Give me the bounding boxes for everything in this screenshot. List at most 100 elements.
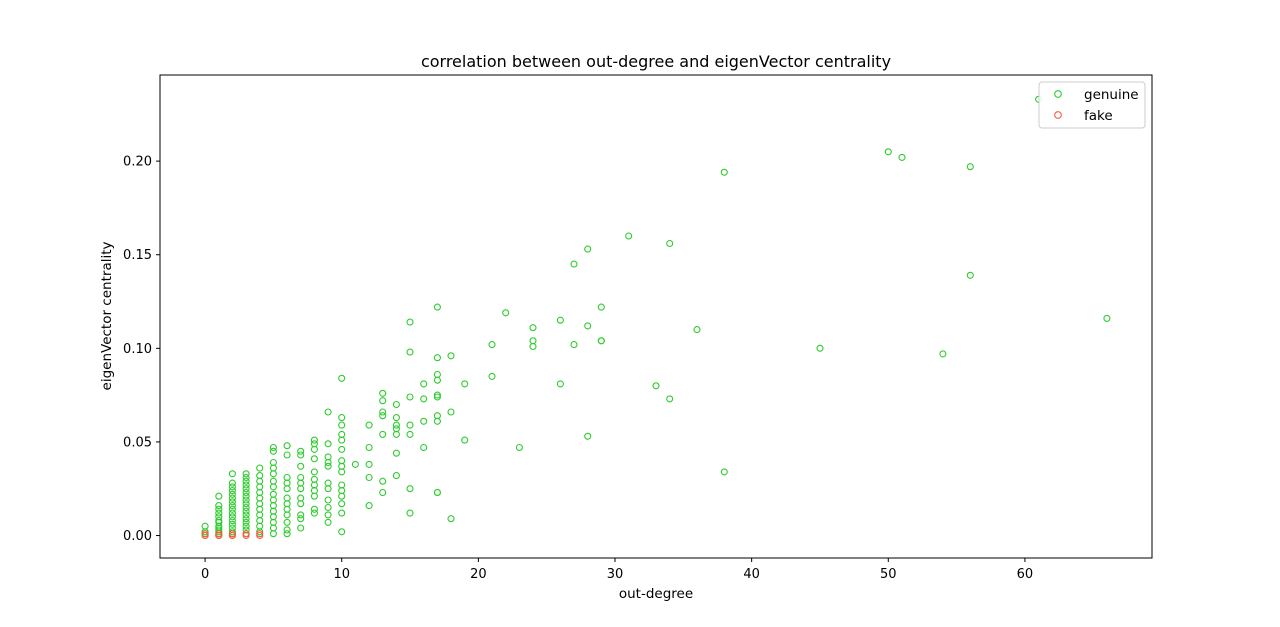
y-tick-label: 0.10 (123, 342, 152, 357)
data-point-genuine (351, 460, 359, 468)
data-point-genuine (365, 473, 373, 482)
data-point-genuine (447, 515, 455, 523)
data-point-genuine (215, 528, 223, 536)
data-point-genuine (406, 485, 414, 493)
data-point-genuine (392, 421, 400, 429)
data-point-genuine (310, 492, 318, 500)
data-point-genuine (597, 337, 605, 345)
y-tick-label: 0.20 (123, 155, 152, 170)
data-point-genuine (420, 395, 428, 403)
data-point-genuine (297, 524, 305, 532)
data-point-genuine (215, 492, 223, 500)
data-point-genuine (652, 382, 660, 390)
x-tick-label: 20 (470, 567, 487, 582)
data-point-genuine (269, 483, 277, 491)
plot-frame (159, 74, 1153, 559)
data-point-genuine (283, 530, 291, 538)
data-point-genuine (228, 490, 236, 498)
data-point-genuine (324, 518, 332, 526)
data-point-genuine (433, 354, 441, 362)
data-point-genuine (338, 414, 346, 422)
data-point-genuine (584, 322, 592, 330)
data-point-genuine (406, 393, 414, 401)
data-point-genuine (515, 443, 523, 452)
y-tick-label: 0.05 (123, 435, 152, 450)
y-tick-label: 0.15 (123, 248, 152, 263)
legend-box (1038, 81, 1146, 129)
data-point-genuine (324, 462, 332, 470)
data-point-genuine (310, 445, 318, 453)
data-point-genuine (283, 451, 291, 459)
legend-marker-genuine (1054, 90, 1062, 98)
data-point-genuine (584, 245, 592, 253)
data-point-genuine (310, 468, 318, 476)
data-point-genuine (666, 239, 674, 248)
data-point-genuine (242, 507, 250, 515)
data-point-genuine (816, 344, 824, 352)
data-point-genuine (297, 511, 305, 519)
data-point-genuine (228, 520, 236, 528)
data-point-genuine (433, 303, 441, 311)
data-point-genuine (433, 488, 441, 497)
data-point-genuine (433, 417, 441, 425)
data-point-genuine (365, 460, 373, 468)
data-point-genuine (283, 526, 291, 534)
data-point-genuine (324, 503, 332, 512)
legend-label-fake: fake (1084, 108, 1113, 124)
data-point-genuine (379, 389, 387, 397)
data-point-genuine (597, 303, 605, 311)
data-point-genuine (392, 449, 400, 457)
data-point-genuine (283, 511, 291, 519)
y-axis-ticks: 0.00 0.05 0.10 0.15 0.20 (123, 155, 160, 544)
data-point-genuine (324, 496, 332, 504)
data-point-genuine (379, 397, 387, 405)
data-point-genuine (433, 370, 441, 379)
data-point-genuine (338, 374, 346, 382)
data-point-genuine (338, 445, 346, 453)
data-point-genuine (228, 513, 236, 521)
data-point-genuine (228, 528, 236, 536)
data-point-genuine (625, 232, 633, 240)
data-point-genuine (433, 393, 441, 401)
data-point-genuine (461, 380, 469, 388)
data-point-genuine (283, 442, 291, 450)
data-point-genuine (338, 430, 346, 438)
data-point-genuine (898, 153, 906, 161)
x-tick-label: 60 (1017, 567, 1034, 582)
data-point-genuine (584, 432, 592, 440)
data-point-genuine (1103, 314, 1111, 322)
y-tick-label: 0.00 (123, 529, 152, 544)
data-point-genuine (269, 447, 277, 455)
data-point-genuine (529, 337, 537, 345)
data-point-genuine (324, 485, 332, 493)
data-point-genuine (570, 341, 578, 349)
data-point-genuine (269, 490, 277, 498)
data-point-genuine (297, 500, 305, 508)
data-point-genuine (324, 458, 332, 467)
data-point-genuine (324, 511, 332, 519)
data-point-genuine (269, 470, 277, 478)
data-point-genuine (283, 485, 291, 493)
data-point-fake (228, 531, 236, 540)
data-point-genuine (365, 443, 373, 452)
data-point-genuine (228, 487, 236, 495)
data-point-genuine (502, 309, 510, 317)
data-point-genuine (884, 148, 892, 156)
data-point-fake (201, 530, 209, 538)
data-point-fake (215, 531, 223, 540)
data-point-genuine (406, 430, 414, 438)
data-point-genuine (228, 479, 236, 487)
legend-label-genuine: genuine (1084, 87, 1139, 103)
data-point-genuine (529, 342, 537, 351)
x-tick-label: 0 (201, 567, 209, 582)
data-point-genuine (392, 400, 400, 409)
data-point-genuine (392, 414, 400, 422)
data-point-genuine (215, 509, 223, 517)
data-point-genuine (447, 408, 455, 416)
data-point-genuine (966, 163, 974, 171)
data-point-genuine (379, 430, 387, 438)
data-point-fake (256, 530, 264, 538)
data-point-genuine (228, 505, 236, 513)
data-point-genuine (256, 528, 264, 536)
data-point-genuine (693, 326, 701, 334)
